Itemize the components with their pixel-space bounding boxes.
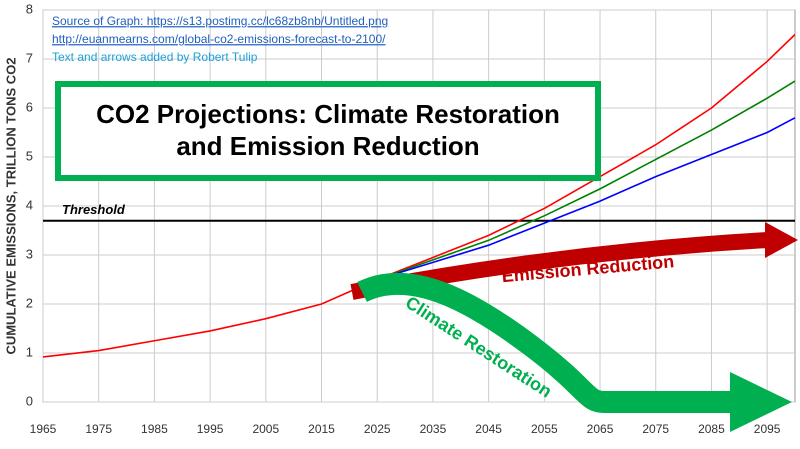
plot [42,33,796,358]
y-tick-label: 6 [26,99,33,114]
emission-arrowhead [765,222,798,258]
series-line [376,80,796,281]
x-tick-label: 1965 [30,422,57,436]
series-line [42,33,796,358]
x-tick-label: 2055 [531,422,558,436]
x-tick-label: 2085 [698,422,725,436]
source-line: Source of Graph: https://s13.postimg.cc/… [52,14,388,28]
x-tick-label: 2035 [420,422,447,436]
threshold-label: Threshold [62,202,126,217]
x-tick-label: 2065 [587,422,614,436]
x-tick-label: 2075 [642,422,669,436]
y-tick-label: 7 [26,50,33,65]
x-tick-label: 1975 [85,422,112,436]
y-tick-label: 1 [26,344,33,359]
y-tick-label: 3 [26,246,33,261]
x-tick-label: 1995 [197,422,224,436]
grid: 0 1 2 3 4 5 6 7 8 1965 1975 1985 1995 2005 2015 2025 203… [26,1,796,436]
y-tick-label: 0 [26,393,33,408]
title-box [55,81,601,181]
y-tick-label: 5 [26,148,33,163]
x-tick-label: 2005 [252,422,279,436]
y-tick-label: 8 [26,1,33,16]
source-line: http://euanmearns.com/global-co2-emissio… [52,32,386,46]
x-tick-label: 2095 [754,422,781,436]
x-tick-label: 2045 [475,422,502,436]
source-line: Text and arrows added by Robert Tulip [52,50,258,64]
chart-title: and Emission Reduction [176,131,479,161]
restoration-arrowhead [730,372,792,432]
x-tick-label: 2015 [308,422,335,436]
chart-title: CO2 Projections: Climate Restoration [96,99,560,129]
y-tick-label: 2 [26,295,33,310]
y-tick-label: 4 [26,197,33,212]
restoration-arrow [357,272,735,413]
x-tick-label: 1985 [141,422,168,436]
x-tick-label: 2025 [364,422,391,436]
y-axis-label: CUMULATIVE EMISSIONS, TRILLION TONS CO2 [3,57,18,354]
series-line [376,117,796,281]
